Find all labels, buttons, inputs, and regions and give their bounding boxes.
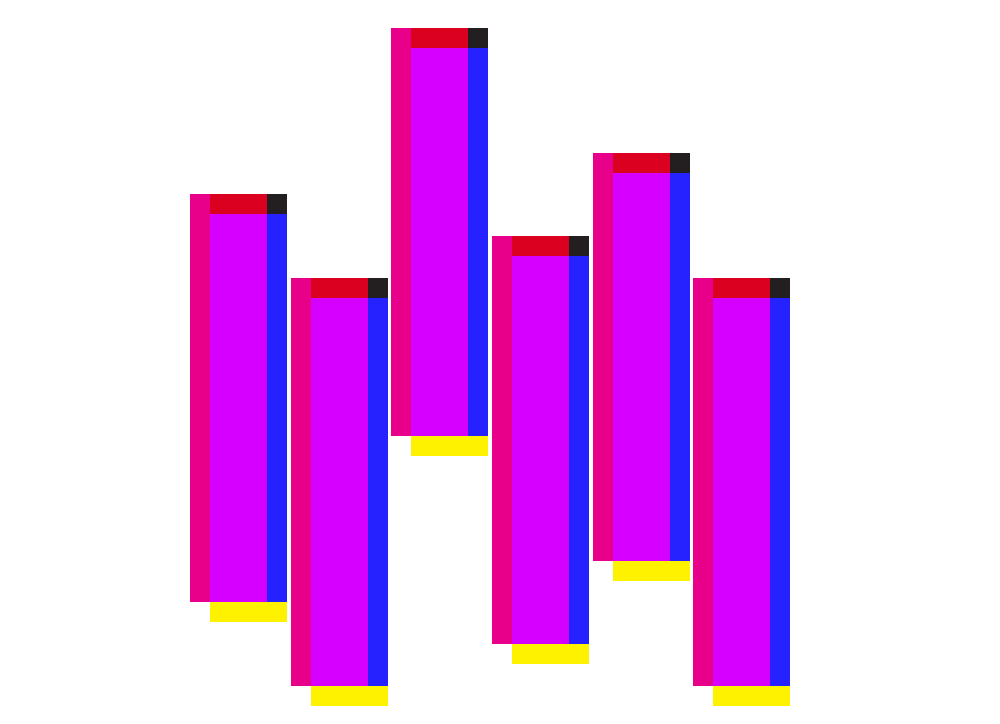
bar-corner-block xyxy=(569,236,589,256)
bar-body xyxy=(210,214,267,602)
bar-right-strip xyxy=(267,214,287,602)
bar-bottom-strip xyxy=(311,686,388,706)
bar-bottom-strip xyxy=(613,561,690,581)
bar-top-strip xyxy=(311,278,368,298)
bar-body xyxy=(411,48,468,436)
bar-corner-block xyxy=(368,278,388,298)
bar-corner-block xyxy=(670,153,690,173)
bar-bottom-strip xyxy=(713,686,790,706)
bar-body xyxy=(713,298,770,686)
bar-left-strip xyxy=(593,153,613,561)
bar-corner-block xyxy=(468,28,488,48)
bar-top-strip xyxy=(512,236,569,256)
bar-top-strip xyxy=(613,153,670,173)
bar-right-strip xyxy=(368,298,388,686)
bar-body xyxy=(311,298,368,686)
bar-body xyxy=(512,256,569,644)
bar-bottom-strip xyxy=(210,602,287,622)
bar-left-strip xyxy=(492,236,512,644)
bar-right-strip xyxy=(770,298,790,686)
bar-body xyxy=(613,173,670,561)
bar-left-strip xyxy=(391,28,411,436)
bar-top-strip xyxy=(713,278,770,298)
bar-right-strip xyxy=(468,48,488,436)
bar-corner-block xyxy=(267,194,287,214)
bar-left-strip xyxy=(291,278,311,686)
bar-right-strip xyxy=(670,173,690,561)
bar-right-strip xyxy=(569,256,589,644)
bar-left-strip xyxy=(190,194,210,602)
bar-left-strip xyxy=(693,278,713,686)
bar-top-strip xyxy=(210,194,267,214)
bar-corner-block xyxy=(770,278,790,298)
bar-top-strip xyxy=(411,28,468,48)
bar-bottom-strip xyxy=(512,644,589,664)
bar-bottom-strip xyxy=(411,436,488,456)
